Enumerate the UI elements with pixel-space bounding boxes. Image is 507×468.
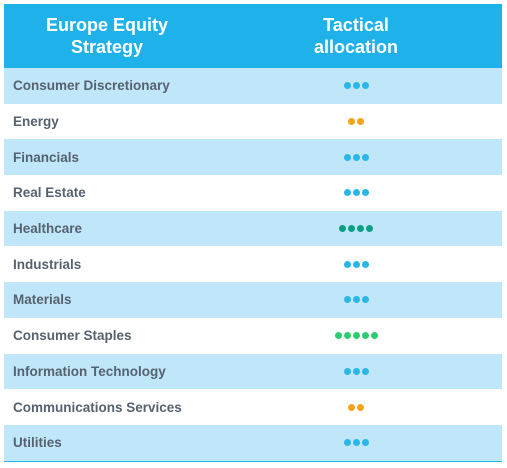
table-row: Consumer Staples — [4, 318, 502, 354]
rating-dot-icon — [361, 189, 369, 197]
allocation-rating — [210, 403, 502, 411]
sector-label: Information Technology — [13, 363, 166, 379]
rating-dot-icon — [352, 153, 360, 161]
rating-dot-icon — [339, 225, 346, 233]
sector-label: Healthcare — [13, 221, 83, 237]
sector-label: Materials — [13, 292, 72, 308]
rating-dot-icon — [343, 153, 351, 161]
rating-dot-icon — [361, 296, 369, 304]
sector-column-header: Europe Equity Strategy — [4, 4, 210, 68]
allocation-rating — [210, 225, 502, 233]
allocation-rating — [210, 296, 502, 304]
rating-dot-icon — [352, 189, 360, 197]
rating-dot-icon — [352, 439, 360, 447]
rating-dot-icon — [361, 153, 369, 161]
allocation-rating — [210, 118, 502, 126]
table-body: Consumer Discretionary Energy Financials Re… — [4, 68, 502, 461]
rating-dot-icon — [343, 260, 351, 268]
rating-dot-icon — [361, 82, 369, 90]
allocation-rating — [210, 153, 502, 161]
rating-dot-icon — [348, 403, 355, 411]
rating-dot-icon — [357, 403, 364, 411]
rating-dot-icon — [348, 118, 355, 126]
rating-dot-icon — [357, 118, 364, 126]
rating-dot-icon — [357, 225, 364, 233]
table-header: Europe Equity Strategy Tactical allocati… — [4, 4, 502, 68]
rating-dot-icon — [343, 189, 351, 197]
sector-column-title: Europe Equity Strategy — [45, 15, 168, 57]
rating-dot-icon — [343, 296, 351, 304]
table-row: Real Estate — [4, 175, 502, 211]
allocation-rating — [210, 332, 502, 340]
rating-dot-icon — [361, 332, 369, 340]
rating-dot-icon — [343, 439, 351, 447]
sector-label: Communications Services — [13, 399, 182, 415]
table-row: Materials — [4, 282, 502, 318]
table-row: Consumer Discretionary — [4, 68, 502, 104]
table-row: Financials — [4, 139, 502, 176]
sector-label: Utilities — [13, 435, 62, 451]
rating-dot-icon — [352, 82, 360, 90]
rating-dot-icon — [361, 367, 369, 375]
sector-label: Consumer Discretionary — [13, 78, 170, 94]
sector-label: Consumer Staples — [13, 328, 132, 344]
allocation-rating — [210, 367, 502, 375]
rating-dot-icon — [352, 367, 360, 375]
allocation-rating — [210, 439, 502, 447]
table-row: Industrials — [4, 246, 502, 282]
rating-dot-icon — [366, 225, 373, 233]
allocation-column-title: Tactical allocation — [313, 15, 398, 57]
table-row: Communications Services — [4, 389, 502, 425]
allocation-column-header: Tactical allocation — [210, 4, 502, 68]
table-row: Healthcare — [4, 210, 502, 247]
rating-dot-icon — [343, 332, 351, 340]
rating-dot-icon — [361, 439, 369, 447]
allocation-rating — [210, 189, 502, 197]
allocation-rating — [210, 260, 502, 268]
table-row: Information Technology — [4, 353, 502, 390]
rating-dot-icon — [348, 225, 355, 233]
rating-dot-icon — [352, 332, 360, 340]
sector-label: Energy — [13, 114, 59, 130]
table-row: Utilities — [4, 424, 502, 461]
rating-dot-icon — [370, 332, 378, 340]
rating-dot-icon — [334, 332, 342, 340]
sector-label: Industrials — [13, 256, 82, 272]
rating-dot-icon — [361, 260, 369, 268]
rating-dot-icon — [343, 82, 351, 90]
allocation-table: Europe Equity Strategy Tactical allocati… — [4, 4, 502, 462]
rating-dot-icon — [352, 260, 360, 268]
rating-dot-icon — [352, 296, 360, 304]
table-row: Energy — [4, 104, 502, 140]
rating-dot-icon — [343, 367, 351, 375]
allocation-rating — [210, 82, 502, 90]
sector-label: Real Estate — [13, 185, 86, 201]
sector-label: Financials — [13, 149, 80, 165]
